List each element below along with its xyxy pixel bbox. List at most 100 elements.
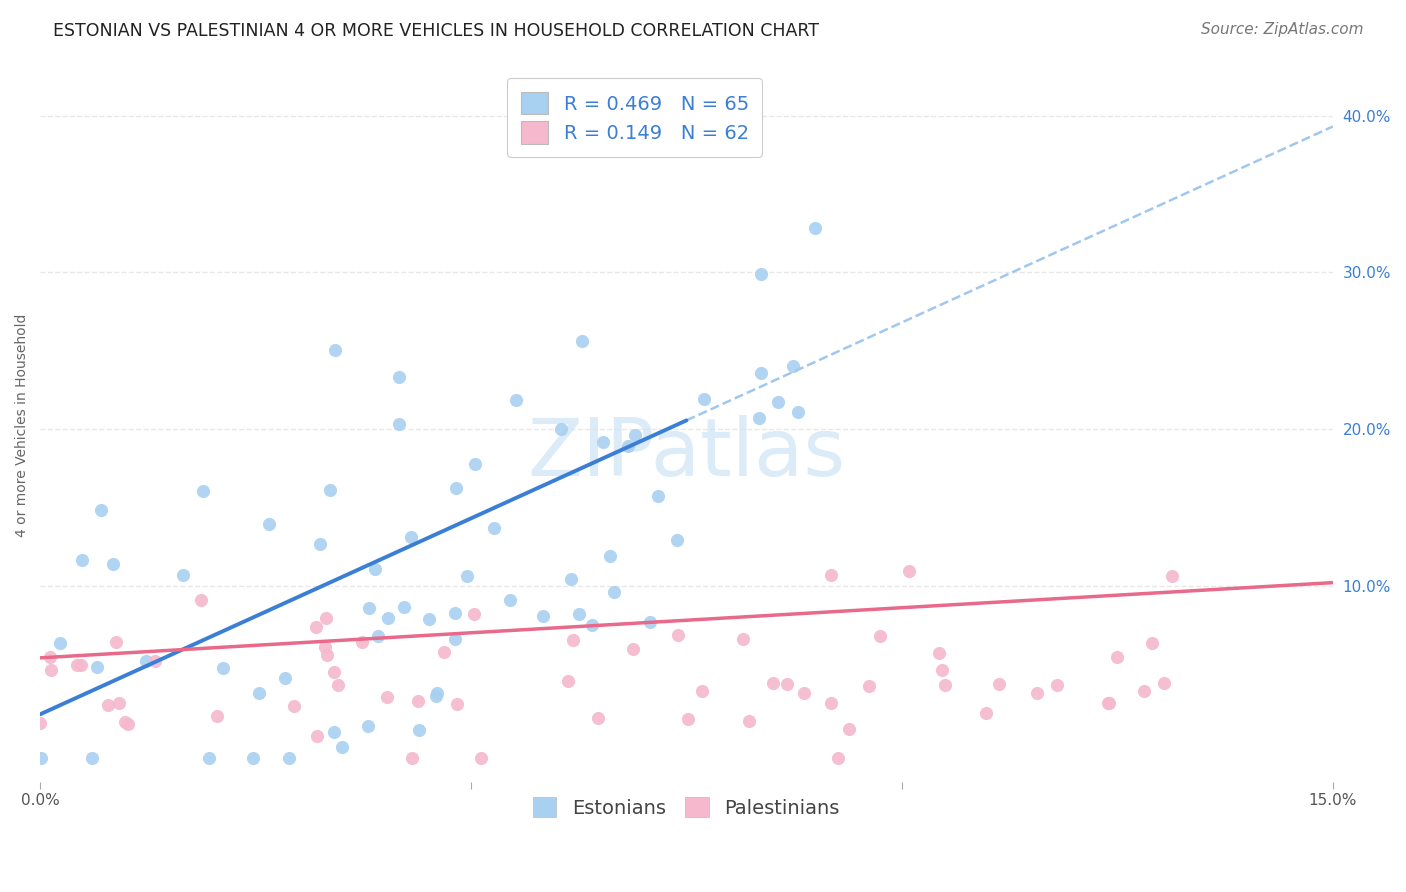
Point	[581, 618, 603, 632]
Point	[278, 751, 301, 765]
Point	[588, 711, 610, 725]
Point	[309, 537, 332, 551]
Point	[897, 564, 920, 578]
Point	[931, 663, 953, 677]
Point	[869, 629, 891, 643]
Point	[242, 751, 264, 765]
Point	[143, 655, 166, 669]
Point	[1046, 678, 1069, 692]
Point	[562, 633, 585, 648]
Point	[172, 568, 194, 582]
Point	[444, 481, 467, 495]
Point	[782, 359, 804, 373]
Point	[749, 367, 772, 381]
Point	[749, 267, 772, 281]
Point	[375, 690, 398, 704]
Point	[319, 483, 342, 497]
Point	[30, 715, 52, 730]
Point	[827, 751, 849, 765]
Point	[858, 679, 880, 693]
Point	[314, 640, 336, 654]
Point	[190, 593, 212, 607]
Point	[392, 600, 415, 615]
Point	[114, 715, 136, 730]
Point	[257, 517, 280, 532]
Point	[463, 607, 485, 621]
Point	[775, 677, 797, 691]
Point	[602, 584, 624, 599]
Point	[768, 394, 790, 409]
Point	[1160, 568, 1182, 582]
Point	[499, 593, 522, 607]
Point	[70, 658, 93, 673]
Point	[666, 628, 689, 642]
Point	[198, 751, 221, 765]
Point	[49, 635, 72, 649]
Point	[443, 607, 465, 621]
Point	[531, 608, 554, 623]
Point	[464, 457, 486, 471]
Point	[352, 635, 374, 649]
Point	[690, 684, 713, 698]
Point	[786, 405, 808, 419]
Point	[1097, 696, 1119, 710]
Point	[388, 417, 411, 431]
Point	[433, 645, 456, 659]
Text: Source: ZipAtlas.com: Source: ZipAtlas.com	[1201, 22, 1364, 37]
Point	[737, 714, 759, 728]
Point	[693, 392, 716, 406]
Point	[934, 678, 956, 692]
Point	[599, 549, 621, 563]
Point	[748, 410, 770, 425]
Point	[820, 567, 842, 582]
Point	[90, 503, 112, 517]
Y-axis label: 4 or more Vehicles in Household: 4 or more Vehicles in Household	[15, 313, 30, 537]
Point	[820, 696, 842, 710]
Point	[104, 635, 127, 649]
Point	[616, 439, 638, 453]
Point	[108, 696, 131, 710]
Point	[568, 607, 591, 622]
Point	[70, 553, 93, 567]
Text: ESTONIAN VS PALESTINIAN 4 OR MORE VEHICLES IN HOUSEHOLD CORRELATION CHART: ESTONIAN VS PALESTINIAN 4 OR MORE VEHICL…	[53, 22, 820, 40]
Point	[191, 484, 214, 499]
Point	[666, 533, 689, 548]
Point	[592, 435, 614, 450]
Point	[274, 671, 297, 685]
Point	[804, 220, 827, 235]
Point	[135, 654, 157, 668]
Point	[550, 422, 572, 436]
Point	[974, 706, 997, 721]
Point	[39, 650, 62, 665]
Point	[408, 723, 430, 738]
Point	[387, 370, 409, 384]
Point	[330, 739, 353, 754]
Point	[482, 521, 505, 535]
Point	[928, 646, 950, 660]
Point	[793, 686, 815, 700]
Point	[1140, 635, 1163, 649]
Point	[328, 678, 350, 692]
Point	[39, 664, 62, 678]
Point	[305, 730, 328, 744]
Point	[621, 642, 644, 657]
Point	[444, 632, 467, 646]
Point	[399, 530, 422, 544]
Point	[638, 615, 661, 630]
Point	[316, 648, 339, 662]
Point	[733, 632, 755, 646]
Point	[30, 751, 52, 765]
Point	[456, 568, 478, 582]
Point	[82, 751, 104, 765]
Point	[838, 722, 860, 736]
Point	[205, 709, 228, 723]
Point	[676, 712, 699, 726]
Point	[103, 557, 125, 571]
Point	[247, 686, 270, 700]
Point	[1153, 675, 1175, 690]
Point	[1107, 649, 1129, 664]
Point	[762, 676, 785, 690]
Point	[283, 698, 305, 713]
Point	[211, 661, 233, 675]
Point	[571, 334, 593, 348]
